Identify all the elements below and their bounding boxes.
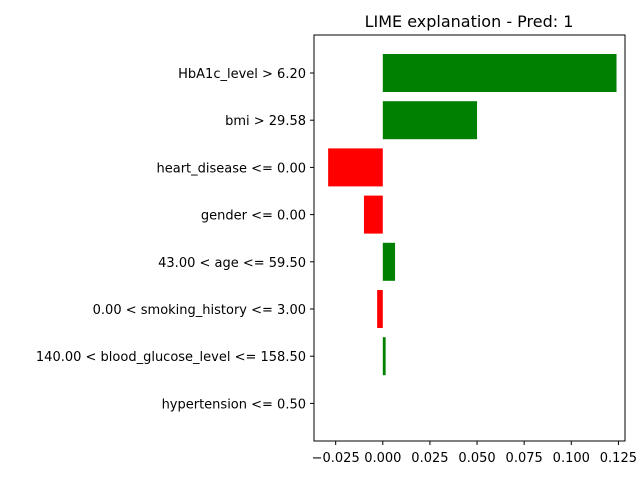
y-axis: HbA1c_level > 6.20 bmi > 29.58 heart_disea… [36,67,314,412]
y-tick-label: 0.00 < smoking_history <= 3.00 [93,303,306,318]
bar-0-00-smoking-history-3-00 [377,290,383,328]
bar-43-00-age-59-50 [382,242,396,281]
y-tick-label: heart_disease <= 0.00 [156,161,306,176]
bar-bmi-29-58 [382,101,478,140]
chart-title: LIME explanation - Pred: 1 [365,12,574,31]
y-tick-label: hypertension <= 0.50 [162,397,306,412]
y-tick-label: 43.00 < age <= 59.50 [158,256,306,271]
x-tick-label: 0.075 [506,451,543,466]
bar-gender-0-00 [363,195,383,234]
x-tick-label: 0.125 [600,451,637,466]
y-tick-label: bmi > 29.58 [225,114,306,129]
plot-frame [313,34,626,442]
y-tick-label: gender <= 0.00 [201,209,306,224]
bar-heart-disease-0-00 [328,148,383,187]
x-tick-label: −0.025 [312,451,360,466]
bar-hba1c-level-6-20 [382,54,617,92]
x-tick-label: 0.025 [411,451,448,466]
y-tick-label: 140.00 < blood_glucose_level <= 158.50 [36,350,306,365]
x-tick-label: 0.100 [553,451,590,466]
x-axis: −0.025 0.000 0.025 0.050 0.075 0.100 0.125 [312,441,637,466]
x-tick-label: 0.000 [364,451,401,466]
x-tick-label: 0.050 [458,451,495,466]
bars-layer [328,54,617,376]
y-tick-label: HbA1c_level > 6.20 [178,67,306,82]
bar-140-00-blood-glucose-level-158-50 [382,337,386,376]
